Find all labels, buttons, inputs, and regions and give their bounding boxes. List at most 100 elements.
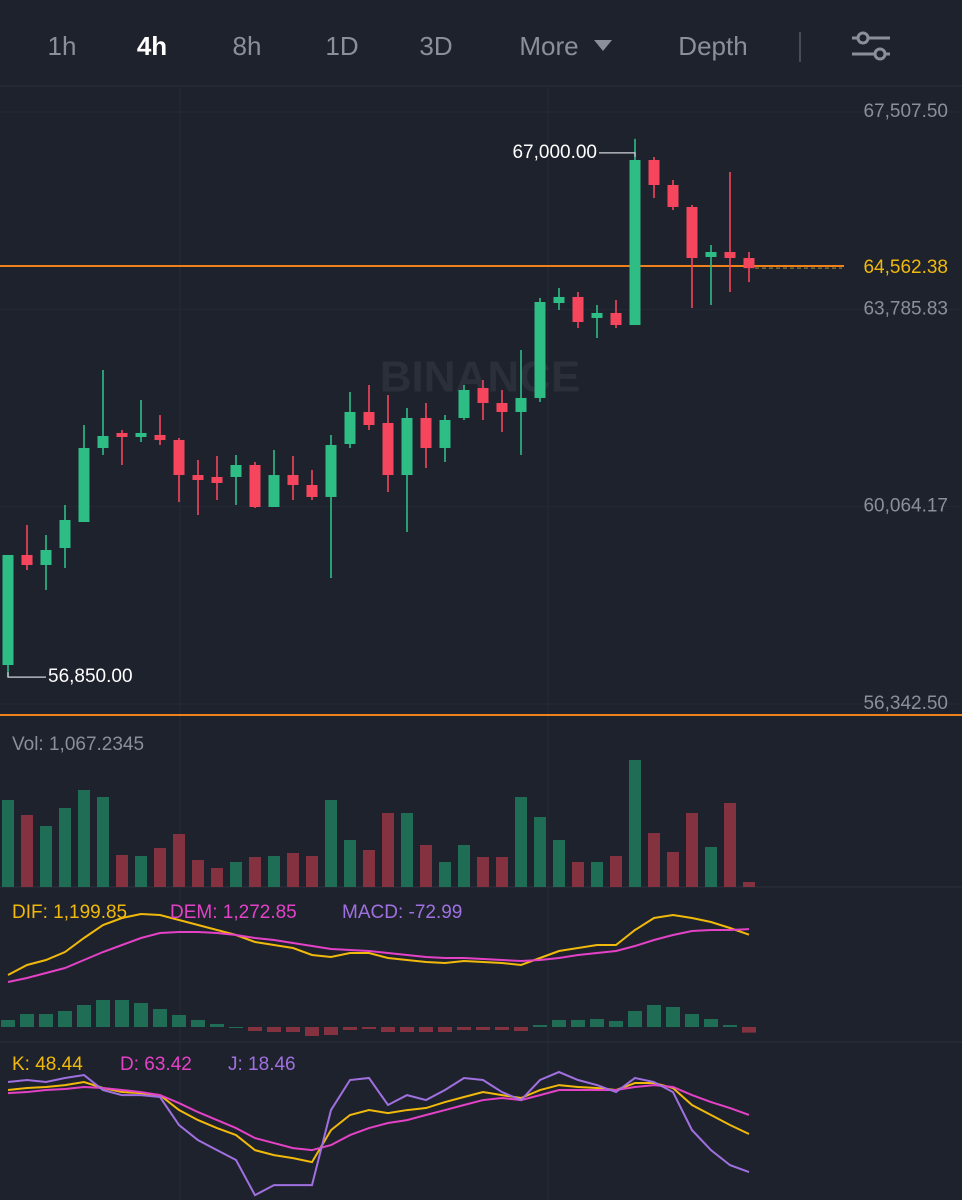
volume-bar [477, 857, 489, 887]
indicator-line [7, 1070, 750, 1197]
candle-body [363, 411, 375, 426]
indicator-line [7, 928, 750, 983]
tab[interactable]: 1h [48, 31, 77, 61]
candle-body [59, 519, 71, 548]
indicator-line [7, 912, 750, 976]
tab[interactable]: 3D [419, 31, 452, 61]
macd-bar [286, 1027, 300, 1032]
macd-bar [704, 1019, 718, 1027]
annotation-label: 56,850.00 [48, 666, 133, 687]
macd-bar [20, 1014, 34, 1027]
volume-bar [686, 812, 698, 887]
candle-body [420, 417, 432, 448]
legend-label: J: 18.46 [228, 1054, 296, 1075]
volume-bar [325, 799, 337, 887]
legend-label: K: 48.44 [12, 1054, 83, 1075]
volume-bar [21, 814, 33, 887]
annotation-line [599, 152, 636, 157]
candle-body [306, 484, 318, 497]
macd-bar [590, 1019, 604, 1027]
tab[interactable]: 4h [137, 31, 167, 61]
volume-bar [363, 849, 375, 887]
macd-bar [1, 1020, 15, 1027]
volume-bar [382, 812, 394, 887]
candle-body [610, 312, 622, 326]
macd-bar [571, 1020, 585, 1027]
candle-body [249, 464, 261, 507]
macd-bar [400, 1027, 414, 1032]
volume-bar [591, 862, 603, 887]
candle-body [211, 476, 223, 483]
candle-body [325, 445, 337, 497]
slider-knob [873, 47, 887, 61]
volume-bar [268, 856, 280, 887]
volume-bar [515, 797, 527, 887]
legend-label: DEM: 1,272.85 [170, 902, 297, 923]
volume-bar [230, 862, 242, 887]
candle-body [97, 435, 109, 448]
volume-bar [648, 832, 660, 887]
macd-bar [191, 1020, 205, 1027]
candle-body [40, 549, 52, 566]
candle-body [230, 464, 242, 477]
legend-label: D: 63.42 [120, 1054, 192, 1075]
macd-bar [552, 1020, 566, 1027]
dropdown-arrow [594, 40, 612, 51]
volume-bar [629, 759, 641, 887]
y-tick-label: 63,785.83 [863, 298, 948, 319]
candle-body [458, 389, 470, 418]
candle-body [268, 475, 280, 507]
macd-bar [495, 1027, 509, 1030]
macd-bar [172, 1015, 186, 1027]
candle-body [648, 160, 660, 185]
volume-bar [553, 839, 565, 887]
candle-body [724, 252, 736, 258]
macd-bar [476, 1027, 490, 1030]
candle-body [705, 252, 717, 257]
volume-bar [116, 854, 128, 887]
volume-bar [667, 852, 679, 887]
y-tick-label: 60,064.17 [863, 496, 948, 517]
volume-bar [496, 857, 508, 887]
candle-body [2, 554, 14, 666]
macd-bar [533, 1025, 547, 1027]
macd-bar [324, 1027, 338, 1035]
volume-bar [534, 817, 546, 887]
macd-bar [457, 1027, 471, 1030]
volume-bar [458, 844, 470, 887]
candle-body [382, 423, 394, 476]
volume-bar [211, 867, 223, 887]
macd-bar [153, 1009, 167, 1027]
volume-bar [78, 789, 90, 887]
macd-bar [609, 1021, 623, 1027]
candle-body [591, 312, 603, 318]
candle-body [686, 206, 698, 258]
candle-body [21, 554, 33, 566]
settings-icon[interactable] [852, 31, 890, 61]
macd-bar [229, 1027, 243, 1028]
macd-bar [628, 1011, 642, 1027]
volume-bar [743, 881, 755, 887]
candle-body [287, 475, 299, 485]
macd-bar [514, 1027, 528, 1031]
macd-bar [248, 1027, 262, 1031]
candle-body [515, 397, 527, 412]
tab[interactable]: 1D [325, 31, 358, 61]
volume-bar [59, 807, 71, 887]
macd-bar [685, 1014, 699, 1027]
tab[interactable]: More [519, 31, 578, 61]
candle-body [496, 403, 508, 412]
volume-bar [40, 826, 52, 887]
slider-knob [856, 31, 870, 45]
macd-bar [39, 1014, 53, 1027]
tab[interactable]: Depth [678, 31, 747, 61]
volume-bar [306, 856, 318, 887]
volume-bar [287, 852, 299, 887]
volume-bar [420, 844, 432, 887]
macd-bar [438, 1027, 452, 1032]
volume-bar [572, 862, 584, 887]
volume-bar [610, 856, 622, 887]
tab[interactable]: 8h [233, 31, 262, 61]
indicator-line [7, 1084, 750, 1152]
macd-bar [723, 1025, 737, 1027]
